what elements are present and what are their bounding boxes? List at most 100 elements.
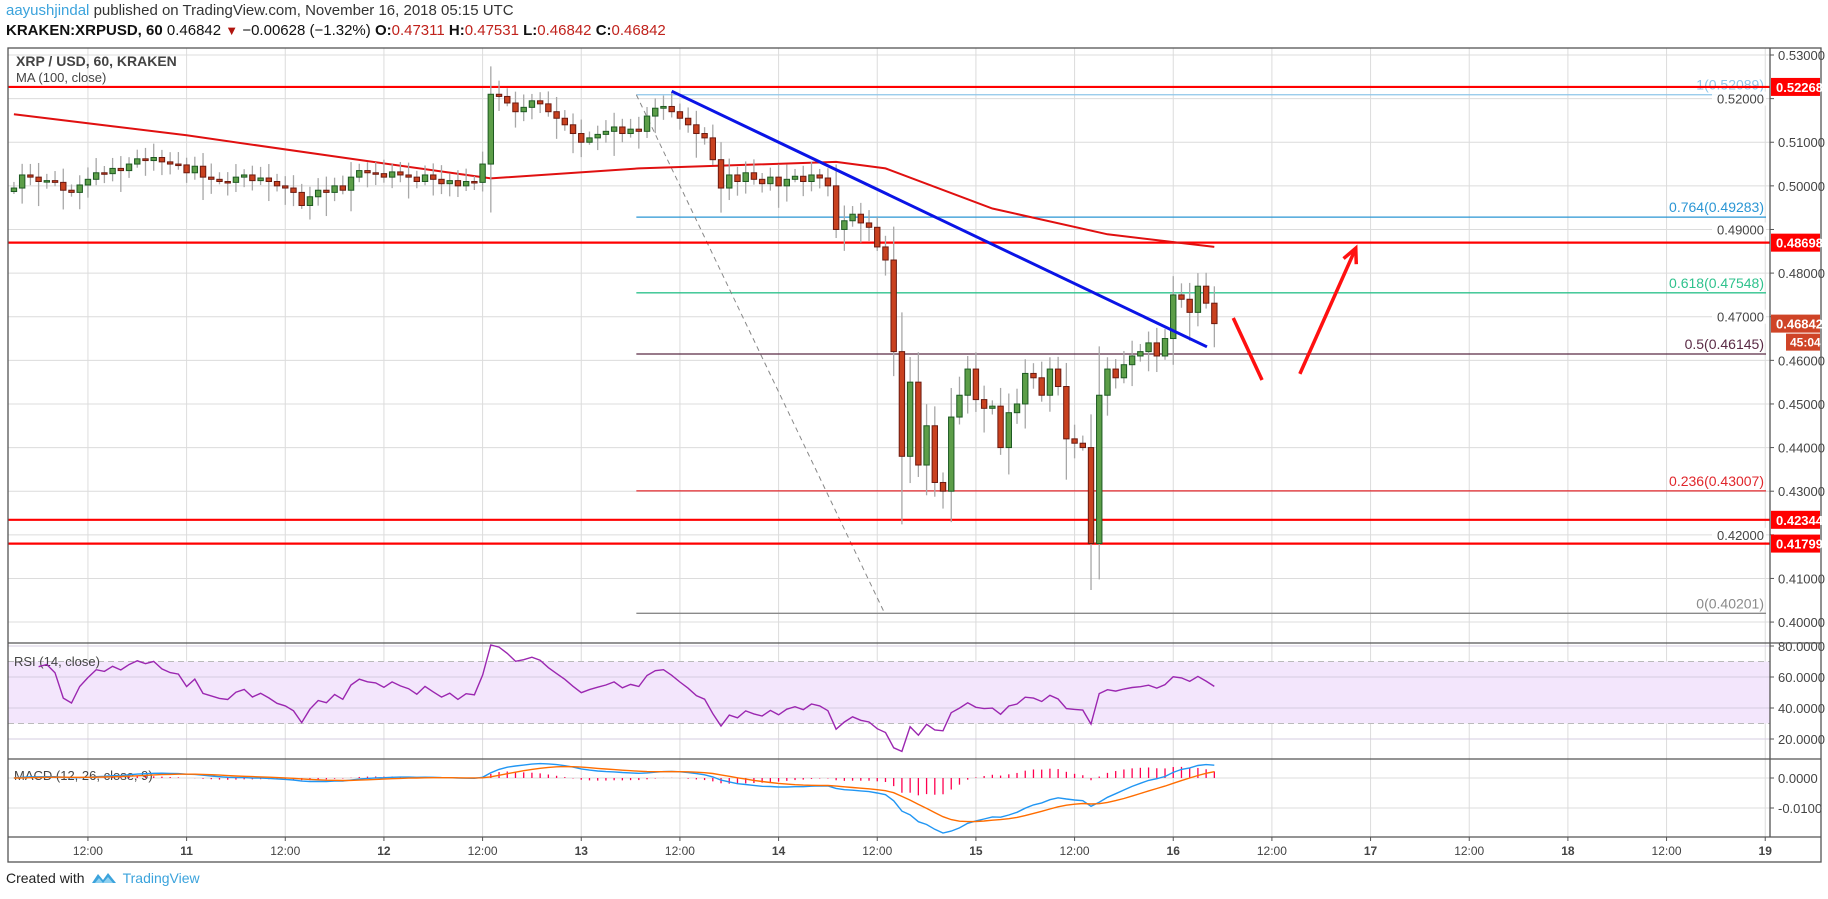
price-axis-label: 0.52000 (1717, 92, 1764, 107)
candle-body (520, 106, 527, 113)
candle (380, 159, 388, 183)
candle-body (553, 111, 560, 119)
candle-body (956, 394, 963, 418)
candle-body (586, 137, 593, 143)
candle (750, 159, 758, 185)
candle-body (1046, 368, 1054, 396)
candle-body (939, 481, 947, 492)
candle-body (413, 176, 421, 182)
rsi-axis-label: 60.0000 (1778, 670, 1825, 685)
time-label: 14 (772, 844, 786, 858)
candle (816, 168, 823, 189)
candle-body (980, 399, 988, 409)
candle (331, 177, 338, 202)
candle-body (282, 185, 289, 189)
candle (273, 173, 281, 192)
candle-body (356, 170, 363, 178)
candle (60, 168, 67, 210)
candle (175, 152, 182, 170)
candle (1153, 327, 1160, 373)
candle (504, 88, 511, 107)
price-axis-label: 0.50000 (1778, 179, 1825, 194)
candle-body (652, 107, 659, 117)
candle-body (1005, 412, 1012, 449)
candle (832, 164, 840, 239)
tradingview-link[interactable]: TradingView (122, 870, 200, 886)
candle (249, 165, 256, 191)
candle-body (545, 103, 552, 113)
candle (783, 164, 791, 202)
candle-body (915, 381, 922, 466)
candle (240, 169, 248, 188)
candle (306, 186, 314, 220)
price-axis-label-backing (1712, 309, 1766, 324)
candle-body (35, 176, 42, 182)
high-label: H: (448, 22, 465, 39)
candle-body (701, 133, 708, 139)
candle-body (331, 185, 338, 193)
author-link[interactable]: aayushjindal (6, 2, 90, 19)
candle-body (931, 425, 939, 483)
candle-body (536, 100, 544, 105)
candle (1112, 359, 1119, 389)
candle (216, 172, 223, 185)
candle (479, 151, 486, 192)
candle (956, 376, 963, 425)
candle-body (512, 102, 519, 113)
candle (931, 406, 939, 497)
candle-body (405, 174, 412, 178)
candle (578, 119, 585, 158)
candle (421, 165, 429, 186)
macd-signal-line (13, 765, 1215, 823)
candle (388, 164, 396, 189)
candle (224, 172, 231, 196)
candle (1186, 282, 1193, 341)
rsi-axis-label: 20.0000 (1778, 732, 1825, 747)
candle (545, 91, 552, 117)
time-label: 12:00 (1060, 844, 1090, 858)
candle (594, 125, 601, 151)
down-triangle-icon: ▼ (225, 23, 239, 38)
candle (1038, 361, 1045, 402)
candle-body (397, 171, 404, 176)
time-label: 15 (969, 844, 983, 858)
candle-body (101, 172, 108, 175)
candle-body (479, 163, 486, 183)
low-label: L: (523, 22, 538, 39)
candle-body (857, 213, 865, 224)
trendline[interactable] (671, 89, 1208, 349)
rsi-legend: RSI (14, close) (14, 654, 100, 669)
candle (27, 163, 34, 186)
candle-body (898, 351, 906, 457)
candle-body (1112, 368, 1119, 379)
price-change: −0.00628 (−1.32%) (242, 22, 371, 39)
candle (865, 210, 873, 242)
time-label: 11 (180, 844, 193, 858)
candle-body (709, 137, 717, 161)
candle (43, 173, 51, 189)
candle (1202, 272, 1210, 309)
time-label: 13 (575, 844, 589, 858)
candle-body (668, 105, 675, 113)
candle-body (602, 130, 610, 135)
candle (471, 176, 478, 191)
candle-body (166, 161, 174, 165)
candle (1211, 286, 1218, 348)
candle-body (684, 117, 692, 126)
candle (125, 157, 133, 178)
candle (841, 205, 848, 251)
candle (1005, 393, 1012, 475)
candle-body (619, 126, 626, 135)
candle-body (27, 174, 34, 178)
candle (824, 168, 832, 197)
time-label: 12:00 (270, 844, 300, 858)
candle (1104, 357, 1111, 416)
candle (1170, 276, 1177, 365)
price-axis-label: 0.41000 (1778, 571, 1825, 586)
candle-body (758, 178, 766, 185)
candle-body (347, 176, 355, 191)
close-value: 0.46842 (611, 22, 666, 39)
fib-level-label: 0(0.40201) (1696, 595, 1764, 611)
candle-body (693, 124, 700, 135)
